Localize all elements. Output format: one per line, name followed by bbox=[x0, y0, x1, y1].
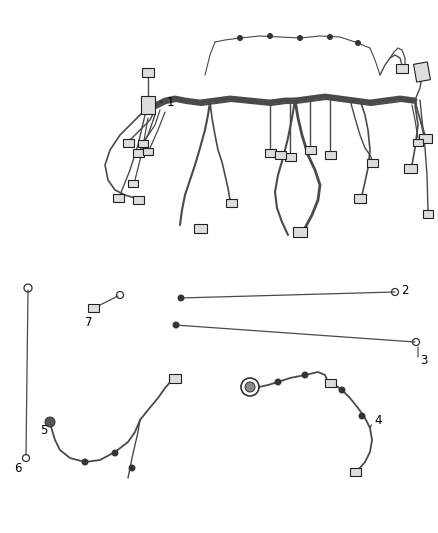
Text: 7: 7 bbox=[85, 316, 92, 328]
Bar bbox=[113, 194, 124, 202]
Circle shape bbox=[302, 372, 308, 378]
Bar bbox=[128, 180, 138, 187]
Bar bbox=[138, 140, 148, 147]
Bar bbox=[265, 149, 276, 157]
Bar bbox=[226, 199, 237, 207]
Circle shape bbox=[237, 36, 243, 41]
Circle shape bbox=[339, 387, 345, 393]
Text: 5: 5 bbox=[40, 424, 47, 437]
Text: 4: 4 bbox=[374, 414, 381, 426]
Bar bbox=[133, 149, 144, 157]
Bar bbox=[143, 148, 153, 155]
Circle shape bbox=[297, 36, 303, 41]
Circle shape bbox=[173, 322, 179, 328]
Circle shape bbox=[45, 417, 55, 427]
Bar bbox=[418, 133, 431, 142]
Bar bbox=[325, 379, 336, 387]
Circle shape bbox=[129, 465, 135, 471]
Text: 1: 1 bbox=[167, 95, 174, 109]
Circle shape bbox=[112, 450, 118, 456]
Bar bbox=[413, 139, 423, 146]
Bar bbox=[88, 304, 99, 312]
Bar bbox=[403, 164, 417, 173]
Text: 6: 6 bbox=[14, 462, 22, 474]
Bar bbox=[133, 196, 144, 204]
Circle shape bbox=[275, 379, 281, 385]
Circle shape bbox=[328, 35, 332, 39]
Bar bbox=[413, 62, 431, 82]
Bar bbox=[354, 193, 366, 203]
Bar bbox=[304, 146, 315, 154]
Bar bbox=[423, 210, 433, 218]
Circle shape bbox=[245, 382, 255, 392]
Bar bbox=[350, 468, 360, 476]
Circle shape bbox=[359, 413, 365, 419]
Circle shape bbox=[356, 41, 360, 45]
Bar bbox=[367, 159, 378, 167]
Bar bbox=[123, 139, 134, 147]
Bar bbox=[169, 374, 181, 383]
Text: 2: 2 bbox=[401, 285, 409, 297]
Circle shape bbox=[178, 295, 184, 301]
Bar bbox=[396, 63, 408, 72]
Bar bbox=[293, 227, 307, 237]
Bar bbox=[194, 223, 206, 232]
Circle shape bbox=[268, 34, 272, 38]
Bar bbox=[142, 68, 154, 77]
Bar bbox=[285, 153, 296, 161]
Bar bbox=[141, 96, 155, 114]
Bar bbox=[325, 151, 336, 159]
Bar bbox=[275, 151, 286, 159]
Circle shape bbox=[82, 459, 88, 465]
Text: 3: 3 bbox=[420, 354, 427, 367]
